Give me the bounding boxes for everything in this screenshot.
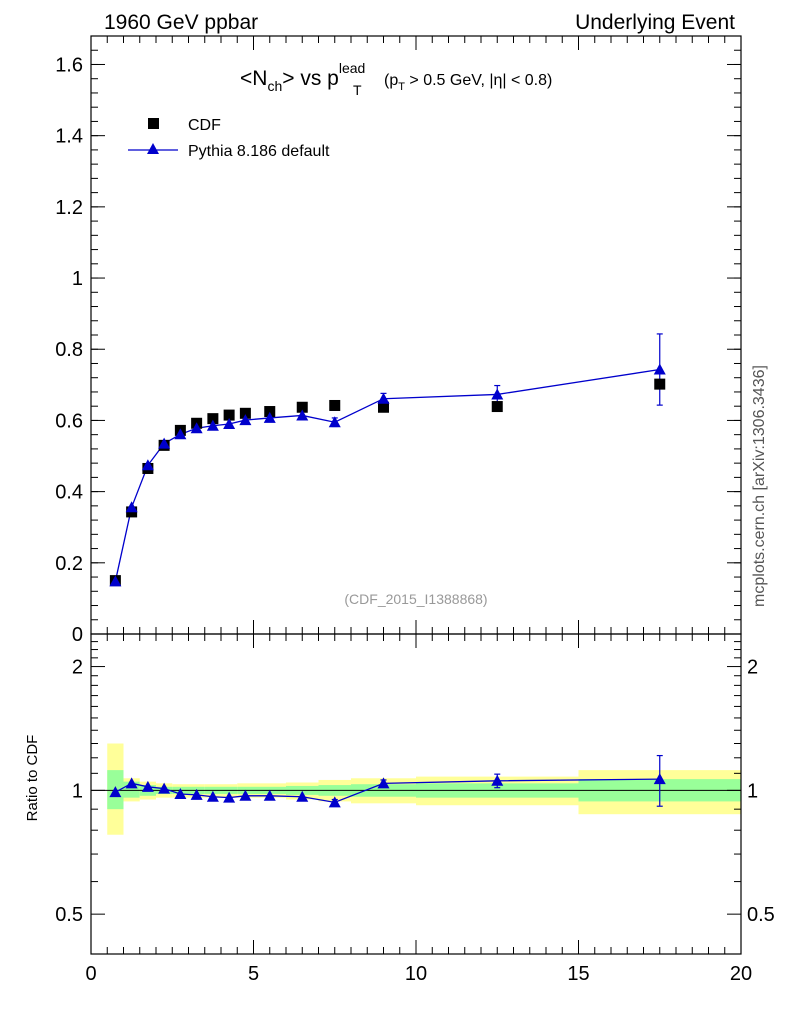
mc-point-11 bbox=[328, 416, 341, 428]
mc-point-10 bbox=[296, 409, 309, 421]
side-source-label: mcplots.cern.ch [arXiv:1306.3436] bbox=[751, 365, 768, 607]
cdf-point-12 bbox=[378, 401, 389, 413]
cdf-point-7 bbox=[223, 409, 235, 421]
ratio-mc-point-12 bbox=[377, 777, 390, 789]
legend-label-cdf: CDF bbox=[188, 117, 221, 134]
mc-point-5 bbox=[190, 422, 203, 434]
title-part-mid: > vs p bbox=[282, 67, 339, 90]
mc-point-8 bbox=[239, 414, 252, 426]
title-part-open: <N bbox=[240, 67, 267, 90]
cdf-point-13 bbox=[491, 401, 503, 413]
ratio-mc-point-3 bbox=[158, 782, 171, 794]
main-ytick-label-8: 1.6 bbox=[55, 54, 83, 76]
ratio-mc-point-11 bbox=[328, 796, 341, 808]
title-cut-open: (p bbox=[384, 72, 398, 89]
chart-title: <Nch> vs plead T(pT > 0.5 GeV, |η| < 0.8) bbox=[240, 60, 552, 98]
header-left: 1960 GeV ppbar bbox=[104, 11, 258, 34]
mc-point-0 bbox=[109, 575, 122, 587]
ratio-ytick-label-left-0: 0.5 bbox=[55, 904, 83, 926]
main-ytick-label-6: 1.2 bbox=[55, 197, 83, 219]
ratio-series bbox=[109, 754, 666, 808]
legend-label-mc: Pythia 8.186 default bbox=[188, 143, 330, 160]
ratio-mc-point-13 bbox=[491, 774, 504, 786]
title-sub-t: T bbox=[353, 82, 362, 98]
xtick-label-3: 15 bbox=[567, 963, 589, 985]
ratio-mc-point-6 bbox=[206, 790, 219, 802]
title-sup-lead: lead bbox=[339, 60, 365, 76]
ratio-ytick-label-right-1: 1 bbox=[747, 780, 758, 802]
analysis-watermark: (CDF_2015_I1388868) bbox=[344, 591, 487, 607]
ratio-ytick-label-right-2: 2 bbox=[747, 657, 758, 679]
ratio-mc-point-4 bbox=[174, 787, 187, 799]
title-cut-sub: T bbox=[398, 81, 405, 93]
ratio-mc-point-9 bbox=[263, 789, 276, 801]
title-cut-rest: > 0.5 GeV, |η| < 0.8) bbox=[405, 72, 552, 89]
xtick-label-2: 10 bbox=[405, 963, 427, 985]
mc-point-1 bbox=[125, 501, 138, 513]
mc-point-9 bbox=[263, 411, 276, 423]
header-right: Underlying Event bbox=[575, 11, 735, 34]
ratio-uncertainty-bands bbox=[107, 743, 741, 835]
cdf-point-10 bbox=[296, 401, 308, 413]
main-ytick-label-3: 0.6 bbox=[55, 410, 83, 432]
ratio-ytick-label-left-1: 1 bbox=[72, 780, 83, 802]
xtick-label-1: 5 bbox=[248, 963, 259, 985]
main-ytick-label-7: 1.4 bbox=[55, 126, 83, 148]
ratio-mc-point-14 bbox=[653, 773, 666, 785]
xtick-label-4: 20 bbox=[730, 963, 752, 985]
mc-point-3 bbox=[158, 437, 171, 449]
mc-point-12 bbox=[377, 392, 390, 404]
cdf-point-14 bbox=[654, 378, 666, 390]
mc-point-2 bbox=[141, 459, 154, 471]
title-sub-ch: ch bbox=[267, 78, 282, 94]
cdf-point-11 bbox=[329, 399, 341, 411]
ratio-mc-point-7 bbox=[223, 791, 236, 803]
main-ytick-label-5: 1 bbox=[72, 268, 83, 290]
mc-point-6 bbox=[206, 419, 219, 431]
mc-point-4 bbox=[174, 428, 187, 440]
cdf-point-8 bbox=[239, 407, 251, 419]
ratio-mc-point-5 bbox=[190, 788, 203, 800]
legend-marker-cdf bbox=[148, 118, 159, 129]
legend: CDF Pythia 8.186 default bbox=[128, 117, 330, 160]
mc-point-7 bbox=[223, 417, 236, 429]
x-ticks: 0 5 10 15 20 bbox=[85, 36, 752, 985]
main-ytick-label-4: 0.8 bbox=[55, 339, 83, 361]
mc-point-14 bbox=[653, 363, 666, 375]
ratio-mc-point-0 bbox=[109, 786, 122, 798]
ratio-mc-point-1 bbox=[125, 777, 138, 789]
ratio-y-axis-label: Ratio to CDF bbox=[24, 735, 41, 822]
xtick-label-0: 0 bbox=[85, 963, 96, 985]
mc-point-13 bbox=[491, 388, 504, 400]
ratio-ytick-label-left-2: 2 bbox=[72, 657, 83, 679]
cdf-point-9 bbox=[264, 406, 276, 418]
main-series bbox=[109, 333, 666, 587]
ratio-y-ticks: 0.5 0.5 1 1 2 2 bbox=[55, 641, 775, 926]
cdf-point-6 bbox=[207, 413, 219, 425]
main-ytick-label-0: 0 bbox=[72, 624, 83, 646]
ratio-ytick-label-right-0: 0.5 bbox=[747, 904, 775, 926]
main-ytick-label-1: 0.2 bbox=[55, 553, 83, 575]
ratio-mc-point-2 bbox=[141, 780, 154, 792]
main-ytick-label-2: 0.4 bbox=[55, 482, 83, 504]
legend-marker-mc bbox=[147, 143, 159, 154]
ratio-mc-point-10 bbox=[296, 790, 309, 802]
main-y-ticks: 0 0.2 0.4 0.6 0.8 1 1.2 1.4 1.6 bbox=[55, 49, 741, 646]
ratio-mc-point-8 bbox=[239, 789, 252, 801]
